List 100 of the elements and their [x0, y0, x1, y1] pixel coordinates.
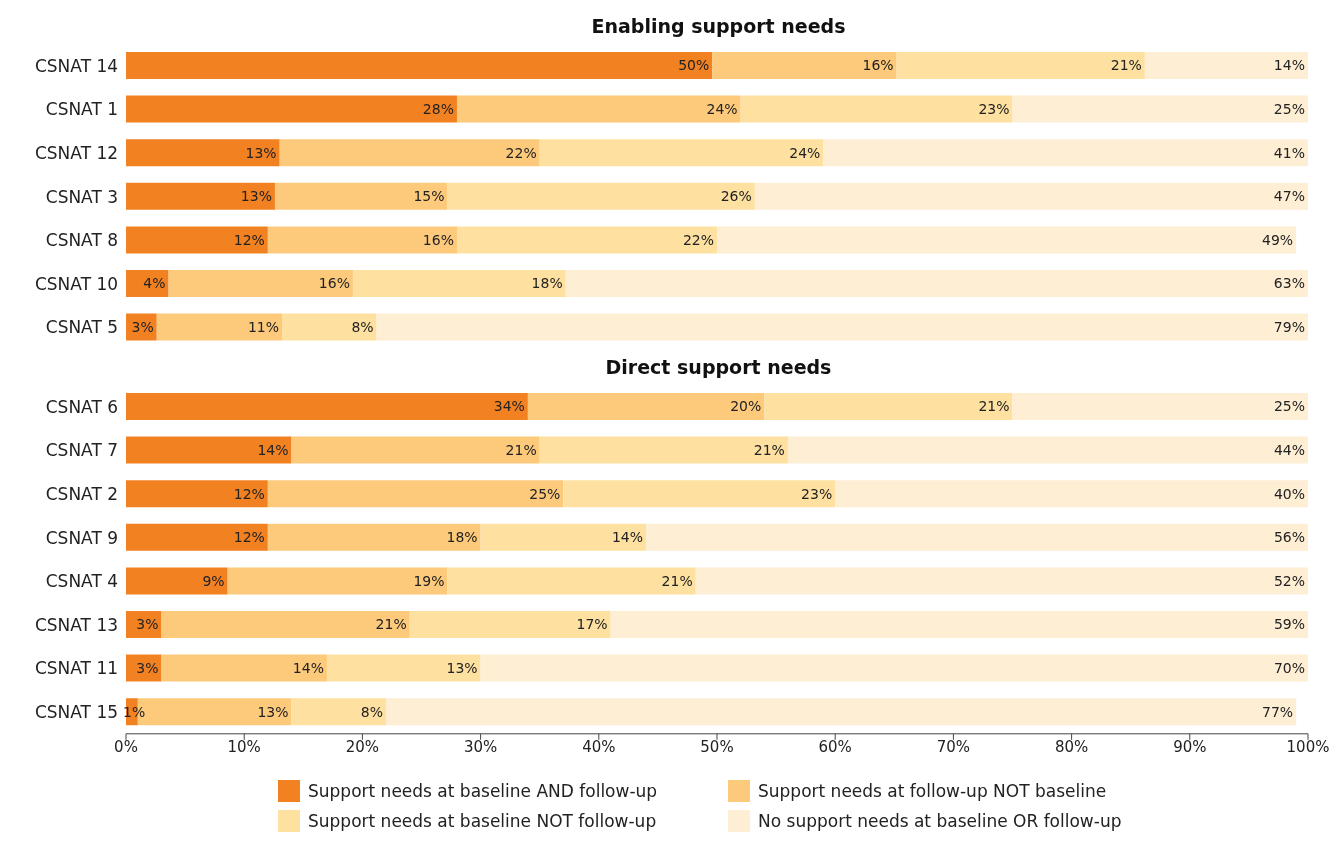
- bar: [126, 139, 280, 167]
- data-label: 21%: [1110, 57, 1142, 74]
- data-label: 56%: [1273, 529, 1305, 546]
- data-label: 16%: [318, 275, 350, 292]
- data-label: 14%: [292, 660, 324, 677]
- data-label: 47%: [1273, 188, 1305, 205]
- bar: [565, 269, 1308, 297]
- data-label: 12%: [233, 485, 265, 502]
- data-label: 18%: [531, 275, 563, 292]
- bar: [352, 269, 566, 297]
- bar: [168, 269, 353, 297]
- data-label: 9%: [202, 573, 225, 590]
- bar: [126, 480, 268, 508]
- data-label: 3%: [131, 319, 154, 336]
- bar: [695, 567, 1308, 595]
- data-label: 50%: [678, 57, 710, 74]
- data-label: 8%: [360, 703, 384, 720]
- bar: [563, 480, 836, 508]
- y-tick-label: CSNAT 3: [45, 186, 119, 207]
- data-label: 14%: [1273, 57, 1305, 74]
- bar: [740, 95, 1013, 123]
- bar: [126, 436, 292, 464]
- y-tick-label: CSNAT 2: [45, 484, 118, 505]
- data-label: 59%: [1273, 616, 1305, 633]
- data-label: 63%: [1273, 275, 1305, 292]
- data-label: 25%: [1273, 398, 1305, 415]
- bar: [447, 182, 755, 210]
- bar: [1144, 52, 1308, 79]
- bar: [717, 226, 1297, 254]
- data-label: 21%: [753, 442, 785, 459]
- bar: [896, 52, 1145, 79]
- x-tick-label: 60%: [818, 738, 852, 757]
- bar: [326, 654, 481, 682]
- data-label: 23%: [978, 101, 1010, 118]
- data-label: 40%: [1273, 485, 1305, 502]
- bar: [539, 139, 824, 167]
- data-label: 11%: [247, 319, 280, 336]
- data-label: 19%: [413, 573, 445, 590]
- bar: [126, 95, 457, 123]
- data-label: 12%: [233, 231, 265, 248]
- bar: [267, 523, 481, 551]
- bar: [764, 393, 1013, 421]
- x-tick-label: 20%: [345, 738, 380, 757]
- data-label: 24%: [706, 101, 738, 118]
- bar: [126, 52, 713, 79]
- data-label: 3%: [136, 616, 159, 633]
- data-label: 34%: [493, 398, 525, 415]
- legend-label: Support needs at baseline AND follow-up: [308, 780, 658, 801]
- data-label: 26%: [720, 188, 752, 205]
- legend-label: No support needs at baseline OR follow-up: [758, 810, 1122, 831]
- data-label: 17%: [576, 616, 608, 633]
- y-tick-label: CSNAT 6: [45, 397, 118, 418]
- bar: [409, 611, 611, 639]
- data-label: 13%: [257, 703, 289, 720]
- chart-title: Direct support needs: [604, 355, 833, 381]
- bar: [1012, 95, 1308, 123]
- data-label: 12%: [233, 529, 265, 546]
- x-tick-label: 40%: [582, 738, 616, 757]
- data-label: 13%: [240, 188, 272, 205]
- bar: [156, 313, 283, 341]
- data-label: 14%: [257, 442, 289, 459]
- bar: [126, 567, 228, 595]
- y-tick-label: CSNAT 14: [34, 55, 119, 76]
- bar: [456, 95, 741, 123]
- chart-title: Enabling support needs: [590, 14, 847, 39]
- x-tick-label: 30%: [463, 738, 498, 757]
- data-label: 20%: [730, 398, 762, 415]
- legend-label: Support needs at follow-up NOT baseline: [758, 780, 1107, 801]
- bar: [480, 523, 647, 551]
- data-label: 16%: [862, 57, 894, 74]
- data-label: 49%: [1262, 231, 1294, 248]
- y-tick-label: CSNAT 9: [45, 527, 118, 548]
- data-label: 21%: [505, 442, 537, 459]
- bar: [787, 436, 1308, 464]
- data-label: 22%: [682, 231, 714, 248]
- y-tick-label: CSNAT 4: [45, 571, 118, 592]
- data-label: 13%: [446, 660, 478, 677]
- data-label: 21%: [661, 573, 693, 590]
- data-label: 3%: [136, 660, 159, 677]
- bar: [835, 480, 1308, 508]
- y-tick-label: CSNAT 7: [45, 440, 118, 461]
- bar: [456, 226, 717, 254]
- data-label: 22%: [505, 144, 537, 161]
- bar: [480, 654, 1308, 682]
- data-label: 21%: [978, 398, 1010, 415]
- x-tick-label: 0%: [114, 738, 138, 757]
- bar: [447, 567, 696, 595]
- data-label: 28%: [422, 101, 454, 118]
- bar: [376, 313, 1308, 341]
- x-tick-label: 90%: [1173, 738, 1207, 757]
- data-label: 70%: [1273, 660, 1305, 677]
- data-label: 15%: [413, 188, 445, 205]
- x-tick-label: 50%: [700, 738, 734, 757]
- bar: [1012, 393, 1308, 421]
- bar: [267, 480, 564, 508]
- data-label: 21%: [375, 616, 407, 633]
- bar: [539, 436, 788, 464]
- bar: [126, 226, 268, 254]
- bar: [126, 523, 268, 551]
- bar: [267, 226, 457, 254]
